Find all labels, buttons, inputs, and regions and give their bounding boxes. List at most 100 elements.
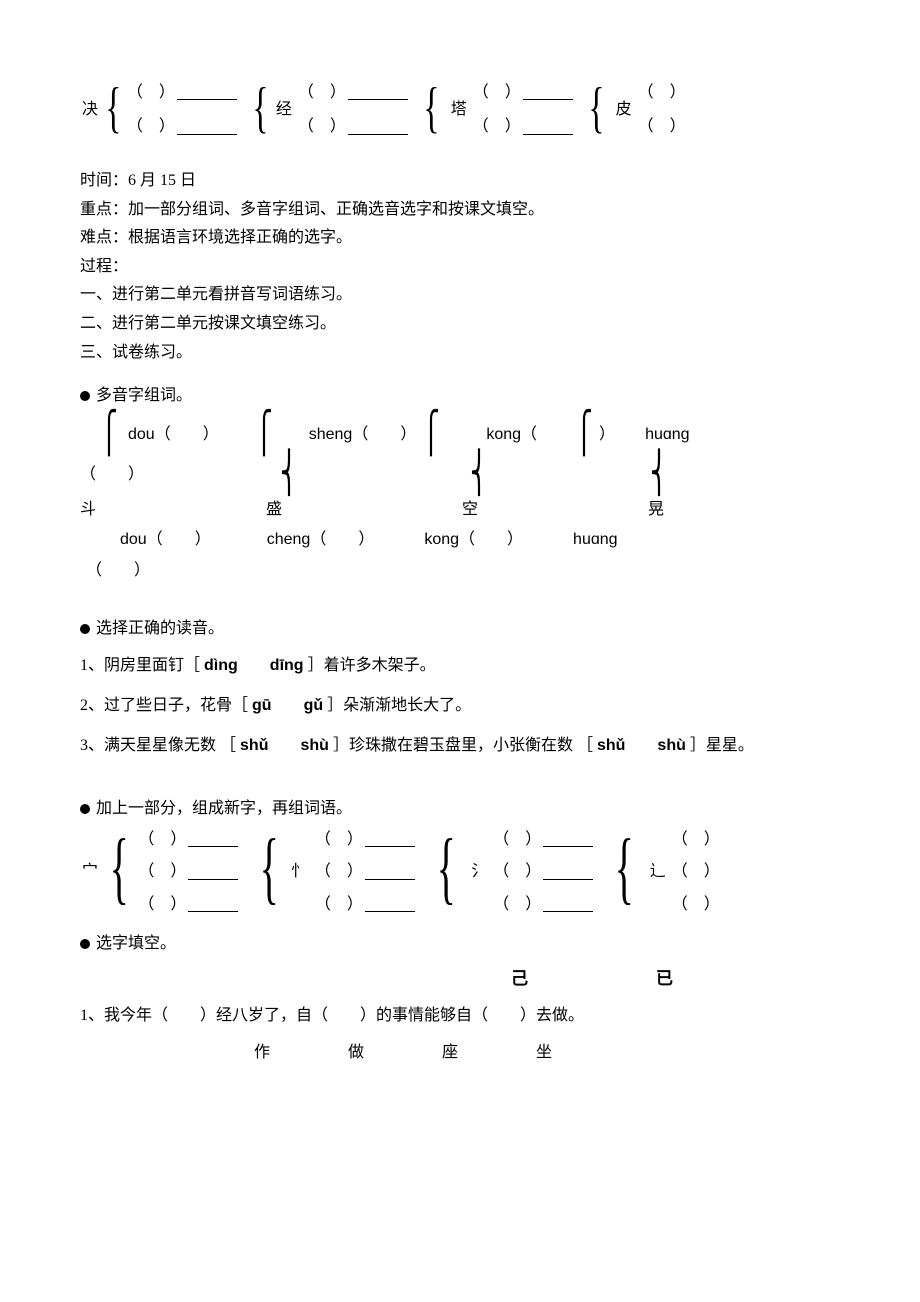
question-3: 3、满天星星像无数 ［ shǔ shù ］珍珠撒在碧玉盘里，小张衡在数 ［ sh… — [80, 730, 840, 762]
pinyin-kong-1: konɡ — [486, 420, 521, 450]
paren: （ ） — [638, 80, 686, 106]
blank-line — [543, 865, 593, 880]
time-line: 时间：6 月 15 日 — [80, 168, 840, 194]
brace-icon: { — [252, 80, 268, 136]
brace-group-ta: { 塔 （ ） （ ） — [418, 80, 575, 140]
brace-icon: ⎨ — [650, 453, 668, 493]
blank-line — [188, 897, 238, 912]
q2-pre: 2、过了些日子，花骨［ — [80, 697, 252, 714]
pinyin-dou-2: dou — [120, 525, 147, 555]
section-b-title: 选择正确的读音。 — [80, 616, 840, 642]
brace-icon: { — [105, 80, 121, 136]
paren: （ ） — [155, 420, 219, 450]
paren: （ ） — [638, 114, 686, 140]
q3-post2: ］星星。 — [686, 737, 754, 754]
brace-group-mian: 宀 { （ ） （ ） （ ） — [80, 827, 240, 917]
paren: （ ） — [138, 827, 186, 853]
brace-icon: { — [588, 80, 604, 136]
blank-line — [523, 120, 573, 135]
q2-a: ɡū — [252, 697, 272, 714]
char-jing: 经 — [276, 97, 292, 123]
brace-icon: { — [110, 828, 129, 908]
q3-b: shù — [300, 737, 328, 754]
focus-value: 加一部分组词、多音字组词、正确选音选字和按课文填空。 — [128, 201, 544, 218]
time-value: 6 月 15 日 — [128, 172, 196, 189]
choice-yi3: 已 — [656, 969, 673, 988]
polyphone-line-chars: 斗 盛 空 晃 — [80, 495, 840, 525]
choice-row-2: 作 做 座 坐 — [80, 1040, 840, 1066]
paren: （ ） — [459, 525, 523, 555]
blank-line — [188, 832, 238, 847]
question-2: 2、过了些日子，花骨［ ɡū ɡǔ ］朵渐渐地长大了。 — [80, 690, 840, 722]
paren: （ ） — [493, 892, 541, 918]
brace-group-shui: { 氵 （ ） （ ） （ ） — [427, 827, 595, 917]
focus-label: 重点： — [80, 201, 128, 218]
q3-a2: shǔ — [597, 737, 625, 754]
paren: （ ） — [493, 827, 541, 853]
char-pi: 皮 — [616, 97, 632, 123]
q3-post: ］珍珠撒在碧玉盘里，小张衡在数 ［ — [329, 737, 597, 754]
brace-icon: ⎧ — [422, 413, 440, 453]
q1-a: dìnɡ — [204, 657, 238, 674]
brace-group-jing: { 经 （ ） （ ） — [247, 80, 410, 140]
slot-stack: （ ） （ ） — [473, 80, 575, 140]
difficulty-value: 根据语言环境选择正确的选字。 — [128, 229, 352, 246]
brace-group-chuo: { 辶 （ ） （ ） （ ） — [605, 827, 719, 917]
blank-line — [177, 85, 237, 100]
slot-stack: （ ） （ ） （ ） — [138, 827, 240, 917]
step-1: 一、进行第二单元看拼音写词语练习。 — [80, 282, 840, 308]
section-a-text: 多音字组词。 — [96, 387, 192, 404]
q3-pre: 3、满天星星像无数 ［ — [80, 737, 240, 754]
bullet-icon — [80, 804, 90, 814]
radical-chuo: 辶 — [650, 859, 666, 885]
blank-line — [188, 865, 238, 880]
polyphone-line-bottom: dou （ ） chenɡ （ ） konɡ （ ） huɑnɡ — [80, 525, 840, 555]
blank-line — [365, 897, 415, 912]
difficulty-line: 难点：根据语言环境选择正确的选字。 — [80, 225, 840, 251]
brace-icon: { — [615, 828, 634, 908]
choice-zuo4b: 座 — [442, 1044, 458, 1061]
section-b-text: 选择正确的读音。 — [96, 620, 224, 637]
process-label: 过程： — [80, 254, 840, 280]
paren: （ ） — [672, 892, 720, 918]
step-3: 三、试卷练习。 — [80, 340, 840, 366]
paren: （ ） — [298, 114, 346, 140]
polyphone-line-top: ⎧ dou （ ） ⎧ shenɡ （ ） ⎧ konɡ （ ⎧ ） huɑnɡ — [80, 415, 840, 455]
bullet-icon — [80, 624, 90, 634]
q1-pre: 1、阴房里面钉［ — [80, 657, 204, 674]
slot-stack: （ ） （ ） — [638, 80, 686, 140]
brace-icon: ⎧ — [100, 413, 118, 453]
paren-close: ） — [599, 420, 615, 450]
paren: （ ） — [493, 859, 541, 885]
blank-line — [177, 120, 237, 135]
brace-icon: { — [436, 828, 455, 908]
paren: （ — [521, 420, 569, 450]
time-label: 时间： — [80, 172, 128, 189]
difficulty-label: 难点： — [80, 229, 128, 246]
slot-stack: （ ） （ ） — [127, 80, 239, 140]
paren: （ ） — [147, 525, 211, 555]
paren: （ ） — [80, 460, 144, 490]
choice-zuo4a: 做 — [348, 1044, 364, 1061]
question-1: 1、阴房里面钉［ dìnɡ dīnɡ ］着许多木架子。 — [80, 650, 840, 682]
blank-line — [543, 897, 593, 912]
pinyin-dou-1: dou — [128, 420, 155, 450]
char-huang: 晃 — [648, 495, 664, 525]
char-ta: 塔 — [451, 97, 467, 123]
blank-line — [348, 85, 408, 100]
blank-line — [365, 832, 415, 847]
pinyin-kong-2: konɡ — [424, 525, 459, 555]
pinyin-huang-1: huɑnɡ — [645, 420, 690, 450]
paren: （ ） — [315, 859, 363, 885]
paren: （ ） — [127, 114, 175, 140]
choice-zuo1: 作 — [254, 1044, 270, 1061]
char-kong: 空 — [462, 495, 478, 525]
paren: （ ） — [86, 556, 150, 586]
pinyin-huang-2: huɑnɡ — [573, 525, 618, 555]
blank-line — [365, 865, 415, 880]
blank-line — [543, 832, 593, 847]
slot-stack: （ ） （ ） （ ） — [493, 827, 595, 917]
q1-b: dīnɡ — [270, 657, 304, 674]
paren: （ ） — [310, 525, 374, 555]
brace-icon: ⎨ — [280, 453, 298, 493]
